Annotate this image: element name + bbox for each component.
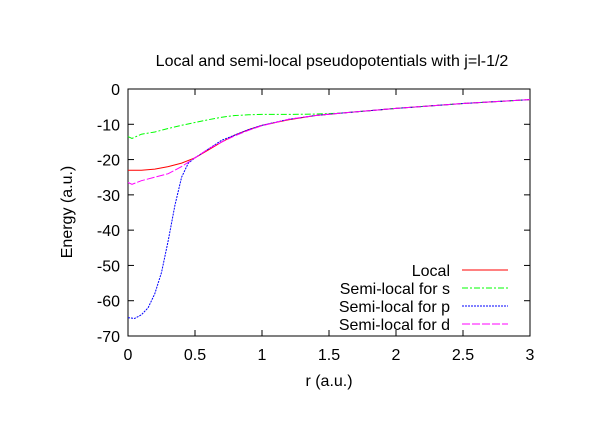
x-tick-label: 1 bbox=[258, 347, 267, 364]
x-tick-label: 2.5 bbox=[452, 347, 474, 364]
y-tick-label: -40 bbox=[97, 223, 120, 240]
chart-title: Local and semi-local pseudopotentials wi… bbox=[156, 53, 509, 70]
y-axis-label: Energy (a.u.) bbox=[59, 166, 76, 258]
series-line-3 bbox=[127, 99, 531, 185]
y-tick-label: 0 bbox=[111, 82, 120, 99]
series-line-0 bbox=[128, 99, 531, 171]
y-tick-label: -60 bbox=[97, 294, 120, 311]
legend-label: Local bbox=[412, 263, 450, 280]
x-tick-label: 2 bbox=[392, 347, 401, 364]
y-tick-label: -70 bbox=[97, 329, 120, 346]
x-tick-label: 1.5 bbox=[318, 347, 340, 364]
y-tick-label: -10 bbox=[97, 117, 120, 134]
legend-label: Semi-local for s bbox=[340, 281, 450, 298]
series-line-2 bbox=[127, 99, 531, 319]
y-tick-label: -30 bbox=[97, 188, 120, 205]
legend-label: Semi-local for d bbox=[339, 317, 450, 334]
x-tick-label: 0.5 bbox=[184, 347, 206, 364]
legend-label: Semi-local for p bbox=[339, 299, 450, 316]
series-line-1 bbox=[127, 99, 531, 139]
plot-frame bbox=[127, 88, 531, 337]
y-tick-label: -50 bbox=[97, 258, 120, 275]
x-tick-label: 3 bbox=[526, 347, 535, 364]
x-tick-label: 0 bbox=[124, 347, 133, 364]
x-axis-label: r (a.u.) bbox=[305, 373, 352, 390]
y-tick-label: -20 bbox=[97, 153, 120, 170]
